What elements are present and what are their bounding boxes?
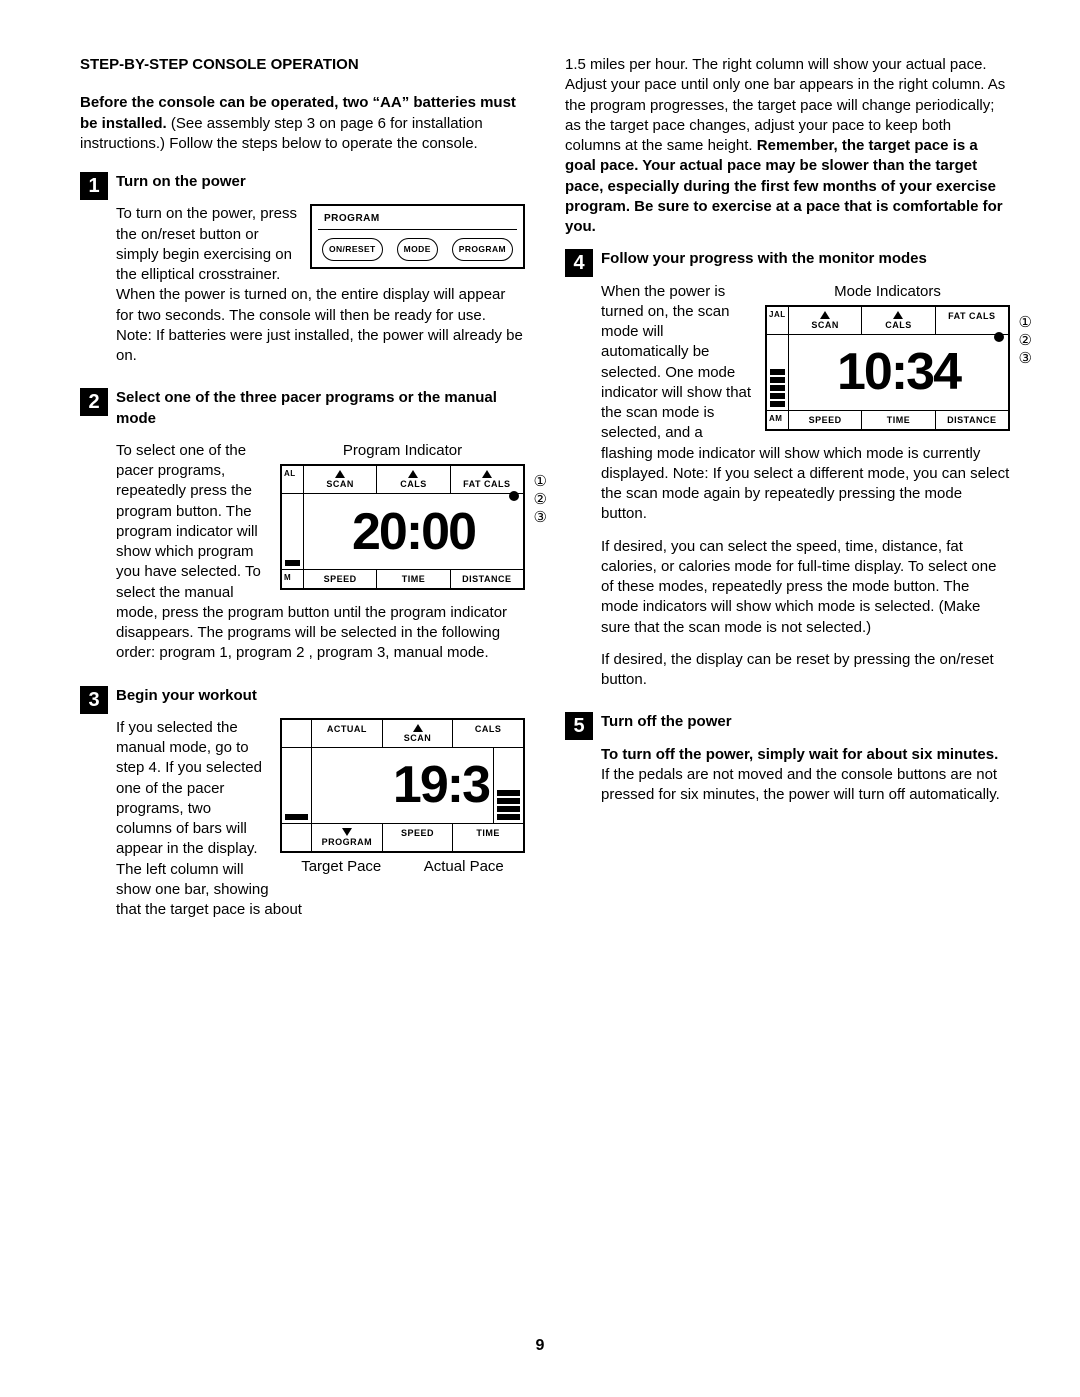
step-2-lead: To select one of the pacer programs, rep… [116, 442, 258, 540]
diag2-top-1: CALS [377, 466, 450, 493]
diag4-digits: 10:34 [789, 335, 1008, 410]
step-2: 2 Select one of the three pacer programs… [80, 388, 525, 675]
diag2-dot-indicator [509, 491, 519, 501]
step-1-lead: To turn on the power, press the on/reset… [116, 205, 297, 263]
diag3-digits: 19:3 [312, 748, 493, 823]
diag4-top-2: FAT CALS [936, 307, 1008, 334]
right-column: 1.5 miles per hour. The right column wil… [565, 55, 1010, 932]
diag2-bot-1: TIME [377, 570, 450, 588]
diag3-bot-c: TIME [453, 824, 523, 851]
diag3-top-b: SCAN [383, 720, 454, 747]
step-5: 5 Turn off the power To turn off the pow… [565, 712, 1010, 817]
diag4-bot-2: DISTANCE [936, 411, 1008, 429]
diag3-bot-a: PROGRAM [312, 824, 383, 851]
two-column-layout: STEP-BY-STEP CONSOLE OPERATION Before th… [80, 55, 1010, 932]
step-4-text-2: If desired, you can select the speed, ti… [601, 537, 1010, 638]
diag4-bot-1: TIME [862, 411, 935, 429]
step-3-title: Begin your workout [116, 686, 525, 706]
diag2-top-left: AL [282, 466, 304, 493]
intro-paragraph: Before the console can be operated, two … [80, 93, 525, 154]
diag2-top-0: SCAN [304, 466, 377, 493]
diag4-caption: Mode Indicators [765, 282, 1010, 302]
onreset-button-graphic: ON/RESET [322, 238, 383, 261]
diag4-top-0: SCAN [789, 307, 862, 334]
diagram-pace-columns: ACTUAL SCAN CALS 19:3 [280, 718, 525, 878]
step-1: 1 Turn on the power PROGRAM ON/RESET MOD… [80, 172, 525, 378]
step-1-title: Turn on the power [116, 172, 525, 192]
diag1-program-label: PROGRAM [318, 212, 517, 226]
diag4-bot-left: AM [767, 411, 789, 429]
diag2-digits: 20:00 [304, 494, 523, 569]
diag2-side-numbers: ① ② ③ [534, 473, 547, 527]
diagram-buttons: PROGRAM ON/RESET MODE PROGRAM [310, 204, 525, 269]
col2-continuation: 1.5 miles per hour. The right column wil… [565, 55, 1010, 237]
diag4-top-left: JAL [767, 307, 789, 334]
diag3-top-a: ACTUAL [312, 720, 383, 747]
step-5-rest: If the pedals are not moved and the cons… [601, 766, 1000, 803]
diag4-dot-indicator [994, 332, 1004, 342]
step-4-badge: 4 [565, 249, 593, 277]
step-1-badge: 1 [80, 172, 108, 200]
diag4-bot-0: SPEED [789, 411, 862, 429]
step-3-badge: 3 [80, 686, 108, 714]
diag3-label-left: Target Pace [301, 857, 381, 877]
diag3-label-right: Actual Pace [424, 857, 504, 877]
page-heading: STEP-BY-STEP CONSOLE OPERATION [80, 55, 525, 75]
diag2-caption: Program Indicator [280, 441, 525, 461]
mode-button-graphic: MODE [397, 238, 438, 261]
page-number: 9 [536, 1335, 545, 1357]
diag2-bot-2: DISTANCE [451, 570, 523, 588]
step-5-badge: 5 [565, 712, 593, 740]
program-button-graphic: PROGRAM [452, 238, 513, 261]
step-5-bold: To turn off the power, simply wait for a… [601, 746, 998, 763]
step-3-rest: appear in the display. The left column w… [116, 840, 302, 918]
diag3-bars-right [493, 748, 523, 823]
diag2-top-2: FAT CALS [451, 466, 523, 493]
step-3-lead: If you selected the manual mode, go to s… [116, 719, 262, 837]
diag2-bot-0: SPEED [304, 570, 377, 588]
step-3: 3 Begin your workout ACTUAL SCAN CALS [80, 686, 525, 933]
step-4-lead: When the power is turned on, the scan mo… [601, 283, 751, 401]
step-5-text: To turn off the power, simply wait for a… [601, 745, 1010, 806]
step-2-badge: 2 [80, 388, 108, 416]
diagram-mode-indicators: Mode Indicators JAL SCAN CALS FAT CALS [765, 282, 1010, 432]
diag4-bars-left [767, 335, 789, 410]
step-4-title: Follow your progress with the monitor mo… [601, 249, 1010, 269]
step-4: 4 Follow your progress with the monitor … [565, 249, 1010, 702]
diag2-bars-left [282, 494, 304, 569]
step-1-rest: the elliptical crosstrainer. When the po… [116, 266, 523, 364]
left-column: STEP-BY-STEP CONSOLE OPERATION Before th… [80, 55, 525, 932]
diag3-bars-left [282, 748, 312, 823]
diag3-bars-left-foot [282, 824, 312, 851]
step-5-title: Turn off the power [601, 712, 1010, 732]
step-2-title: Select one of the three pacer programs o… [116, 388, 525, 429]
diagram-program-indicator: Program Indicator AL SCAN CALS FAT CALS [280, 441, 525, 591]
diag3-bars-left-head [282, 720, 312, 747]
diag4-top-1: CALS [862, 307, 935, 334]
diag4-side-numbers: ① ② ③ [1019, 314, 1032, 368]
diag2-bot-left: M [282, 570, 304, 588]
diag3-top-c: CALS [453, 720, 523, 747]
diag3-bot-b: SPEED [383, 824, 454, 851]
step-4-text-3: If desired, the display can be reset by … [601, 650, 1010, 691]
